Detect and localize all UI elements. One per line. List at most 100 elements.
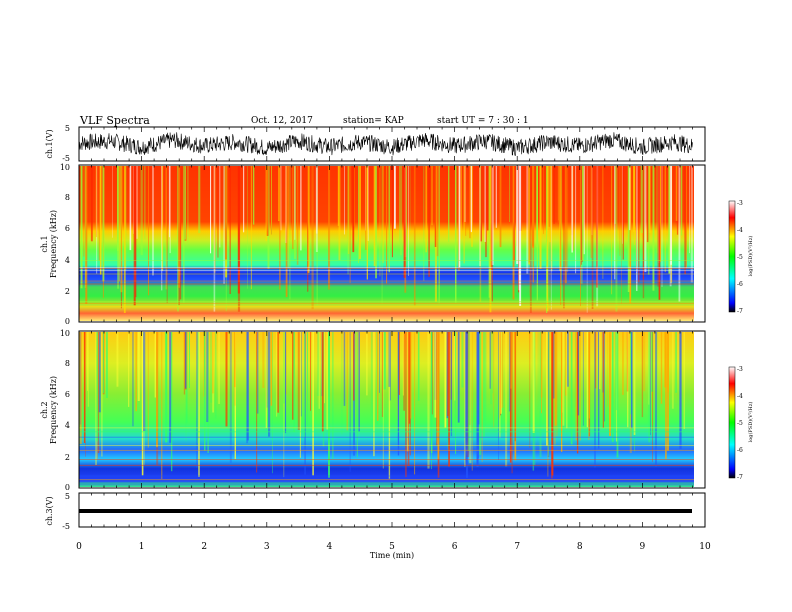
spectrogram-streak xyxy=(661,166,663,287)
spectrogram-streak xyxy=(407,332,410,466)
spectrogram-streak xyxy=(112,166,113,238)
spectrogram-streak xyxy=(446,332,449,419)
spectrogram-streak xyxy=(513,166,514,223)
spectrogram-streak xyxy=(306,332,308,426)
spectrogram-streak xyxy=(317,332,320,396)
spectrogram-streak xyxy=(481,332,483,462)
spectrogram-streak xyxy=(292,332,294,420)
spectrogram-streak xyxy=(455,166,457,303)
spectrogram-streak xyxy=(479,332,482,456)
ch1-cb-tick-m5: -5 xyxy=(737,254,743,261)
spectrogram-streak xyxy=(509,166,510,222)
spectrogram-streak xyxy=(171,332,173,472)
ch1-ylabel: ch.1(V) xyxy=(45,129,54,158)
spectrogram-streak xyxy=(516,166,519,264)
x-axis: 0 1 2 3 4 5 6 7 8 9 10 Time (min) xyxy=(76,542,711,560)
ch3-ylabel: ch.3(V) xyxy=(45,496,54,525)
spectrogram-streak xyxy=(165,332,168,443)
spectrogram-streak xyxy=(185,332,188,423)
ch1-ytick-2: 2 xyxy=(65,287,70,296)
spectrogram-streak xyxy=(386,166,388,284)
spectrogram-streak xyxy=(434,332,437,418)
spectrogram-streak xyxy=(189,332,190,389)
spectrogram-streak xyxy=(133,166,134,234)
spectrogram-streak xyxy=(381,166,383,305)
spectrogram-streak xyxy=(588,332,590,440)
spectrogram-streak xyxy=(465,166,467,236)
spectrogram-streak xyxy=(480,166,482,242)
xtick-6: 6 xyxy=(452,542,458,552)
spectrogram-streak xyxy=(512,166,515,300)
spectrogram-streak xyxy=(648,332,650,405)
spectrogram-streak xyxy=(553,166,555,224)
spectrogram-streak xyxy=(212,332,214,394)
spectrogram-streak xyxy=(485,166,487,258)
xtick-3: 3 xyxy=(264,542,270,552)
spectrogram-streak xyxy=(118,166,120,282)
spectrogram-streak xyxy=(256,332,259,414)
spectrogram-streak xyxy=(312,332,314,476)
spectrogram-streak xyxy=(431,166,433,226)
spectrogram-streak xyxy=(101,332,103,457)
spectrogram-streak xyxy=(283,332,285,478)
spectrogram-streak xyxy=(120,166,123,293)
spectrogram-streak xyxy=(547,332,550,457)
spectrogram-streak xyxy=(683,332,685,429)
spectrogram-streak xyxy=(215,332,217,419)
spectrogram-streak xyxy=(567,166,569,273)
spectrogram-streak xyxy=(98,332,101,413)
spectrogram-streak xyxy=(591,166,594,309)
spectrogram-streak xyxy=(567,332,569,387)
spectrogram-streak xyxy=(410,332,411,456)
ch1-cb-tick-m4: -4 xyxy=(737,227,743,234)
spectrogram-streak xyxy=(225,166,227,312)
spectrogram-streak xyxy=(658,166,661,300)
spectrogram-streak xyxy=(627,332,629,428)
xtick-5: 5 xyxy=(389,542,395,552)
spectrogram-streak xyxy=(318,332,320,409)
spectrogram-streak xyxy=(353,166,355,227)
spectrogram-streak xyxy=(633,166,636,230)
spectrogram-streak xyxy=(229,166,231,294)
spectrogram-streak xyxy=(370,332,373,430)
spectrogram-streak xyxy=(676,166,679,235)
spectrogram-streak xyxy=(495,166,497,228)
spectrogram-streak xyxy=(141,332,144,476)
spectrogram-streak xyxy=(132,332,134,427)
spectrogram-streak xyxy=(300,166,302,251)
spectrogram-streak xyxy=(300,332,302,417)
spectrogram-streak xyxy=(102,166,105,282)
spectrogram-streak xyxy=(599,332,601,390)
spectrogram-streak xyxy=(652,332,653,462)
spectrogram-streak xyxy=(97,332,100,453)
spectrogram-streak xyxy=(294,166,296,259)
spectrogram-streak xyxy=(594,332,596,468)
spectrogram-streak xyxy=(550,166,552,310)
spectrogram-streak xyxy=(388,332,391,387)
spectrogram-streak xyxy=(169,332,172,443)
spectrogram-streak xyxy=(213,166,216,312)
spectrogram-streak xyxy=(491,166,493,302)
spectrogram-streak xyxy=(409,332,412,419)
ch1-ytick-8: 8 xyxy=(65,193,70,202)
spectrogram-streak xyxy=(355,332,357,410)
spectrogram-streak xyxy=(128,332,130,407)
spectrogram-streak xyxy=(598,332,600,449)
spectrogram-streak xyxy=(455,332,457,454)
ch2-ytick-4: 4 xyxy=(65,421,70,430)
ch1-ytick-0: 0 xyxy=(65,317,70,326)
spectrogram-streak xyxy=(505,332,508,467)
spectrogram-streak xyxy=(642,166,644,280)
spectrogram-streak xyxy=(210,166,212,254)
spectrogram-streak xyxy=(341,332,343,435)
spectrogram-streak xyxy=(489,332,491,389)
ch1-ytick-6: 6 xyxy=(65,224,70,233)
spectrogram-streak xyxy=(166,166,168,304)
spectrogram-streak xyxy=(324,332,325,404)
spectrogram-streak xyxy=(664,166,666,273)
spectrogram-streak xyxy=(467,332,470,451)
start-time-label: start UT = 7 : 30 : 1 xyxy=(437,116,529,126)
ch2-spectrogram-panel: 0 2 4 6 8 10 ch.2 Frequency (kHz) xyxy=(40,329,706,492)
spectrogram-streak xyxy=(689,166,690,254)
spectrogram-streak xyxy=(490,332,492,405)
